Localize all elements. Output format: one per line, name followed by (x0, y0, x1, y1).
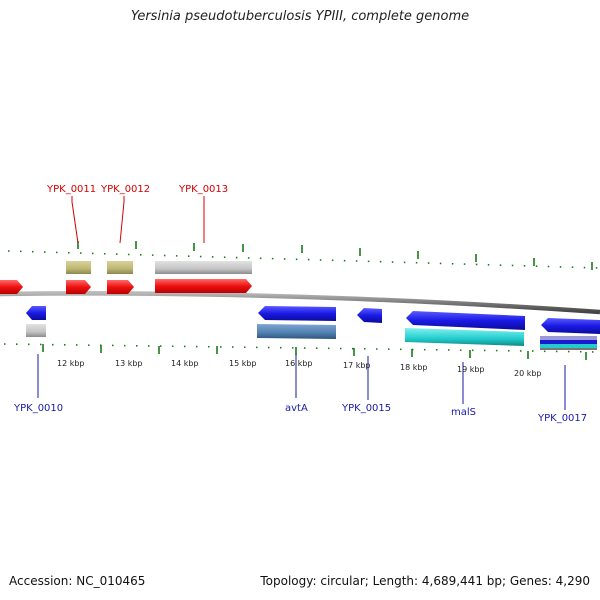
kbp-label-16: 16 kbp (285, 359, 313, 368)
kbp-label-19: 19 kbp (457, 365, 485, 374)
kbp-label-13: 13 kbp (115, 359, 143, 368)
gene-label-ypk0012[interactable]: YPK_0012 (100, 184, 150, 195)
feature-grey-ypk0013[interactable] (155, 261, 252, 274)
gene-label-ypk0010[interactable]: YPK_0010 (13, 403, 63, 414)
gene-arrow-ypk0012[interactable] (107, 280, 134, 294)
kbp-label-17: 17 kbp (343, 361, 371, 370)
bottom-leader-lines (37, 354, 566, 410)
kbp-label-12: 12 kbp (57, 359, 85, 368)
lower-ticks (3, 343, 600, 360)
feature-steel-avta[interactable] (257, 324, 336, 339)
feature-olive-ypk0012[interactable] (107, 261, 133, 274)
upper-ticks (7, 241, 600, 270)
gene-label-ypk0013[interactable]: YPK_0013 (178, 184, 228, 195)
kbp-label-15: 15 kbp (229, 359, 257, 368)
map-title: Yersinia pseudotuberculosis YPIII, compl… (130, 9, 470, 24)
kbp-label-20: 20 kbp (514, 369, 542, 378)
gene-arrow-ypk0011[interactable] (66, 280, 91, 294)
gene-label-mals[interactable]: malS (451, 407, 476, 418)
feature-stack-ypk0017[interactable] (540, 336, 597, 350)
feature-olive-ypk0011[interactable] (66, 261, 91, 274)
accession-text: Accession: NC_010465 (9, 574, 146, 588)
feature-cyan-mals[interactable] (405, 328, 524, 346)
gene-label-avta[interactable]: avtA (285, 403, 308, 414)
gene-label-ypk0017[interactable]: YPK_0017 (537, 413, 587, 424)
feature-grey-ypk0010[interactable] (26, 324, 46, 337)
gene-arrow-avta[interactable] (258, 306, 336, 321)
gene-label-ypk0015[interactable]: YPK_0015 (341, 403, 391, 414)
top-leader-lines (71, 196, 205, 244)
gene-arrow-mals[interactable] (406, 311, 525, 330)
genome-summary-text: Topology: circular; Length: 4,689,441 bp… (260, 574, 590, 588)
gene-arrow-ypk0017[interactable] (541, 318, 600, 334)
gene-arrow-ypk0013[interactable] (155, 279, 252, 293)
gene-arrow-ypk0010[interactable] (26, 306, 46, 320)
gene-arrow-ypk0015[interactable] (357, 308, 382, 323)
kbp-label-14: 14 kbp (171, 359, 199, 368)
gene-label-ypk0011[interactable]: YPK_0011 (46, 184, 96, 195)
gene-arrow-forward-left[interactable] (0, 280, 23, 294)
kbp-label-18: 18 kbp (400, 363, 428, 372)
